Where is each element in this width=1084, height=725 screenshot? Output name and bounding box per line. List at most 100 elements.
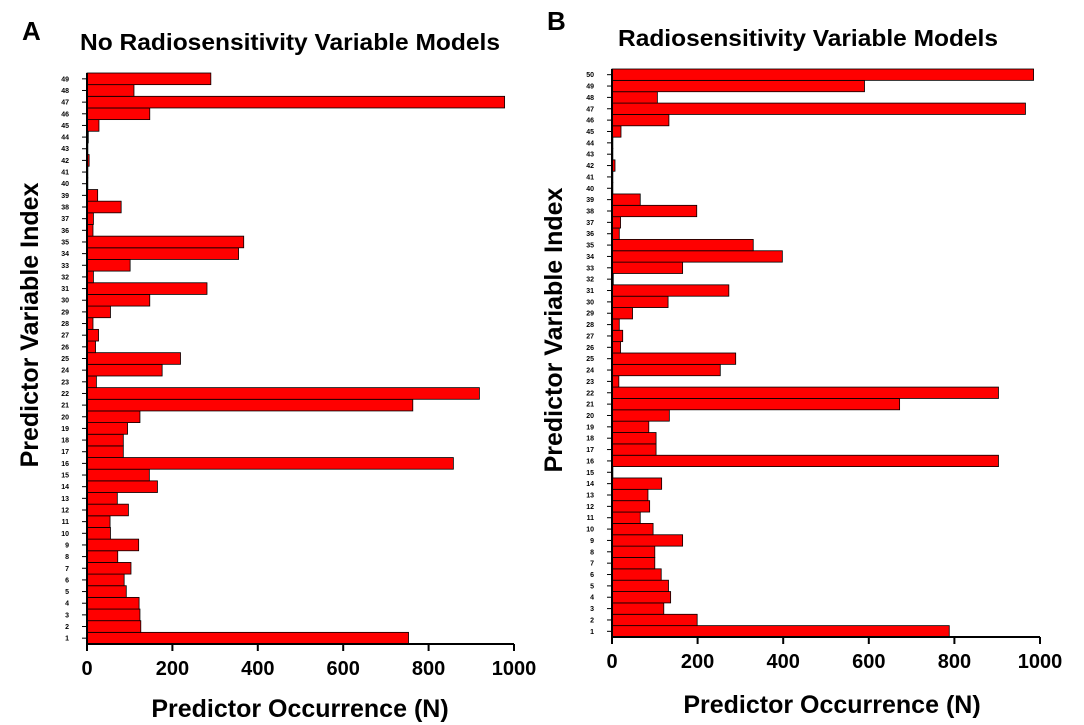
panel-a-bar-21	[86, 398, 414, 412]
panel-b-bar-36	[611, 227, 620, 240]
panel-a-bar-8	[86, 550, 119, 563]
panel-b-bar-5	[611, 579, 669, 592]
panel-b-x-tick-400: 400	[767, 651, 800, 673]
panel-b-y-tick-48: 48	[586, 95, 594, 102]
panel-a-bar-15	[86, 468, 150, 482]
panel-b-y-tick-3: 3	[590, 606, 594, 613]
panel-a-x-ticks: 0 200 400 600 800 1000	[81, 644, 536, 680]
panel-b-bar-14	[611, 477, 663, 490]
panel-a-bars	[86, 72, 506, 645]
panel-b-bar-17	[611, 443, 657, 456]
panel-a-y-tick-39: 39	[61, 193, 69, 200]
panel-a-bar-22	[86, 387, 480, 400]
panel-b-y-tick-16: 16	[586, 458, 594, 465]
panel-b-bar-48	[611, 91, 658, 104]
panel-a-x-tick-200: 200	[156, 658, 189, 680]
panel-a-bar-38	[86, 200, 122, 214]
panel-a-x-axis-label: Predictor Occurrence (N)	[151, 695, 448, 723]
panel-a-y-tick-5: 5	[65, 589, 69, 596]
panel-a-y-tick-34: 34	[61, 251, 69, 258]
panel-b-bar-16	[611, 454, 999, 467]
panel-a-bar-24	[86, 363, 163, 377]
panel-a-bar-48	[86, 84, 135, 97]
panel-b-y-tick-7: 7	[590, 561, 594, 568]
panel-b-y-tick-4: 4	[590, 595, 594, 602]
panel-a-y-tick-45: 45	[61, 123, 69, 130]
panel-b-bar-35	[611, 238, 754, 252]
panel-b-y-tick-50: 50	[586, 72, 594, 79]
panel-a-bar-2	[86, 620, 142, 633]
panel-a-y-tick-16: 16	[61, 461, 69, 468]
panel-b-y-tick-49: 49	[586, 84, 594, 91]
panel-b-x-tick-800: 800	[938, 651, 971, 673]
panel-b-axes	[611, 69, 1040, 638]
panel-a-bar-31	[86, 282, 208, 295]
panel-a-y-ticks: 1234567891011121314151617181920212223242…	[61, 76, 87, 643]
panel-a-y-tick-3: 3	[65, 612, 69, 619]
panel-b-bar-34	[611, 250, 783, 263]
panel-a-y-tick-17: 17	[61, 449, 69, 456]
panel-b-y-tick-29: 29	[586, 311, 594, 318]
panel-b-bar-4	[611, 591, 672, 604]
panel-a-bar-16	[86, 457, 454, 470]
panel-b-bar-45	[611, 125, 622, 138]
panel-b-bar-9	[611, 534, 684, 547]
panel-b-bar-19	[611, 420, 650, 433]
panel-a-axes	[86, 73, 514, 645]
panel-a-bar-47	[86, 95, 506, 109]
panel-b-bar-33	[611, 261, 684, 274]
panel-b-y-tick-10: 10	[586, 527, 594, 534]
panel-a-bar-34	[86, 247, 239, 260]
panel-a-bar-18	[86, 433, 124, 447]
panel-b-bar-8	[611, 545, 656, 558]
panel-a-title: No Radiosensitivity Variable Models	[80, 29, 500, 55]
panel-a-y-tick-10: 10	[61, 531, 69, 538]
panel-a-y-tick-15: 15	[61, 473, 69, 480]
panel-b-y-tick-21: 21	[586, 402, 594, 409]
panel-b-y-tick-8: 8	[590, 549, 594, 556]
panel-a-y-tick-13: 13	[61, 496, 69, 503]
panel-b-bar-13	[611, 488, 649, 502]
panel-a-y-tick-8: 8	[65, 554, 69, 561]
panel-b-x-tick-1000: 1000	[1018, 651, 1063, 673]
panel-b-y-axis-label: Predictor Variable Index	[540, 187, 568, 472]
panel-a-y-tick-27: 27	[61, 333, 69, 340]
panel-a-y-tick-21: 21	[61, 403, 69, 410]
panel-b-bar-27	[611, 329, 624, 343]
panel-a-y-tick-18: 18	[61, 438, 69, 445]
panel-a-bar-14	[86, 480, 158, 493]
panel-a-x-tick-800: 800	[412, 658, 445, 680]
panel-a-y-tick-12: 12	[61, 507, 69, 514]
panel-a-y-tick-49: 49	[61, 76, 69, 83]
panel-b-bar-18	[611, 432, 657, 445]
panel-a-label: A	[22, 16, 41, 46]
panel-b-y-tick-24: 24	[586, 368, 594, 375]
panel-a-bar-35	[86, 235, 245, 249]
panel-a-y-tick-23: 23	[61, 379, 69, 386]
panel-a-y-tick-32: 32	[61, 274, 69, 281]
panel-a-y-tick-37: 37	[61, 216, 69, 223]
panel-a-bar-49	[86, 72, 212, 86]
panel-b-y-tick-41: 41	[586, 174, 594, 181]
panel-b-y-tick-32: 32	[586, 277, 594, 284]
panel-b-y-tick-26: 26	[586, 345, 594, 352]
panel-b-y-tick-18: 18	[586, 436, 594, 443]
panel-a-y-tick-30: 30	[61, 298, 69, 305]
panel-a-y-tick-2: 2	[65, 624, 69, 631]
panel-a-x-tick-400: 400	[241, 658, 274, 680]
panel-a-bar-29	[86, 305, 111, 319]
panel-a-y-tick-47: 47	[61, 100, 69, 107]
panel-a-bar-1	[86, 631, 409, 645]
panel-b-y-tick-1: 1	[590, 629, 594, 636]
chart-panel-b: B Radiosensitivity Variable Models Predi…	[540, 6, 1062, 719]
panel-a-y-tick-38: 38	[61, 205, 69, 212]
panel-a-y-tick-28: 28	[61, 321, 69, 328]
panel-b-y-tick-5: 5	[590, 583, 594, 590]
panel-b-x-tick-0: 0	[606, 651, 617, 673]
panel-b-x-axis-label: Predictor Occurrence (N)	[683, 691, 980, 719]
panel-b-y-tick-12: 12	[586, 504, 594, 511]
panel-b-y-ticks: 1234567891011121314151617181920212223242…	[586, 72, 612, 636]
panel-b-bar-31	[611, 284, 730, 297]
panel-b-y-tick-13: 13	[586, 493, 594, 500]
panel-a-bar-17	[86, 445, 124, 458]
